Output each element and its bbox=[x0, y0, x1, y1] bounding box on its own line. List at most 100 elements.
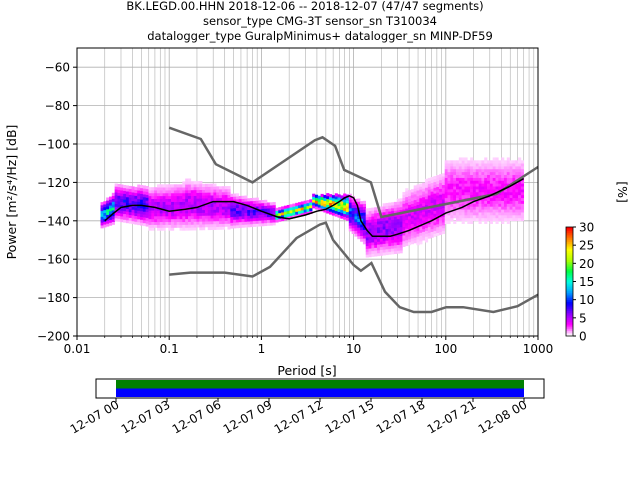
heatmap-cell bbox=[286, 204, 290, 209]
heatmap-cell bbox=[385, 243, 389, 247]
heatmap-cell bbox=[427, 200, 431, 205]
heatmap-cell bbox=[391, 222, 395, 226]
heatmap-cell bbox=[196, 186, 200, 191]
heatmap-cell bbox=[351, 216, 355, 220]
heatmap-cell bbox=[281, 206, 285, 210]
heatmap-cell bbox=[422, 211, 426, 215]
heatmap-cell bbox=[444, 177, 448, 181]
heatmap-cell bbox=[396, 250, 400, 254]
heatmap-cell bbox=[408, 201, 412, 205]
heatmap-cell bbox=[402, 223, 406, 227]
heatmap-cell bbox=[255, 203, 259, 207]
heatmap-cell bbox=[227, 206, 231, 210]
heatmap-cell bbox=[357, 221, 361, 225]
heatmap-cell bbox=[385, 205, 389, 210]
heatmap-cell bbox=[512, 192, 516, 196]
heatmap-cell bbox=[235, 201, 240, 206]
heatmap-cell bbox=[137, 198, 141, 203]
heatmap-cell bbox=[340, 209, 344, 213]
heatmap-cell bbox=[456, 163, 460, 167]
heatmap-cell bbox=[475, 217, 479, 222]
heatmap-cell bbox=[377, 218, 381, 222]
heatmap-cell bbox=[450, 194, 454, 199]
heatmap-cell bbox=[286, 207, 290, 212]
heatmap-cell bbox=[453, 194, 457, 199]
heatmap-cell bbox=[413, 188, 417, 192]
heatmap-cell bbox=[472, 166, 477, 170]
heatmap-cell bbox=[447, 220, 451, 224]
colorbar-tick-label: 25 bbox=[579, 239, 594, 253]
heatmap-cell bbox=[509, 180, 513, 184]
heatmap-cell bbox=[360, 229, 364, 234]
heatmap-cell bbox=[261, 214, 265, 218]
heatmap-cell bbox=[487, 160, 491, 164]
heatmap-cell bbox=[230, 196, 234, 200]
heatmap-cell bbox=[444, 183, 448, 187]
heatmap-cell bbox=[326, 198, 330, 203]
heatmap-cell bbox=[472, 200, 477, 204]
heatmap-cell bbox=[413, 234, 417, 238]
heatmap-cell bbox=[154, 216, 158, 220]
heatmap-cell bbox=[233, 213, 237, 217]
colorbar-label: [%] bbox=[615, 181, 630, 203]
heatmap-cell bbox=[179, 201, 183, 205]
heatmap-cell bbox=[441, 222, 446, 226]
heatmap-cell bbox=[182, 181, 186, 185]
heatmap-cell bbox=[461, 177, 465, 181]
heatmap-cell bbox=[433, 178, 437, 183]
heatmap-cell bbox=[351, 230, 355, 235]
heatmap-cell bbox=[461, 186, 465, 190]
heatmap-cell bbox=[128, 206, 132, 210]
heatmap-cell bbox=[447, 186, 451, 190]
heatmap-cell bbox=[176, 218, 180, 223]
heatmap-cell bbox=[134, 198, 138, 202]
heatmap-cell bbox=[503, 171, 508, 176]
heatmap-cell bbox=[427, 232, 431, 236]
heatmap-cell bbox=[506, 194, 510, 199]
heatmap-cell bbox=[467, 166, 471, 170]
heatmap-cell bbox=[317, 198, 321, 202]
heatmap-cell bbox=[379, 220, 383, 225]
heatmap-cell bbox=[204, 215, 209, 219]
heatmap-cell bbox=[405, 216, 409, 221]
heatmap-cell bbox=[106, 208, 110, 213]
heatmap-cell bbox=[182, 187, 186, 191]
heatmap-cell bbox=[408, 216, 412, 220]
heatmap-cell bbox=[467, 209, 471, 213]
heatmap-cell bbox=[156, 204, 161, 208]
heatmap-cell bbox=[416, 204, 420, 208]
heatmap-cell bbox=[247, 212, 251, 216]
heatmap-cell bbox=[484, 217, 488, 222]
heatmap-cell bbox=[402, 220, 406, 224]
heatmap-cell bbox=[120, 184, 124, 188]
heatmap-cell bbox=[148, 224, 152, 228]
heatmap-cell bbox=[134, 209, 138, 214]
heatmap-cell bbox=[154, 201, 158, 205]
heatmap-cell bbox=[154, 187, 158, 191]
heatmap-cell bbox=[128, 200, 132, 204]
heatmap-cell bbox=[264, 222, 268, 227]
heatmap-cell bbox=[244, 218, 248, 222]
heatmap-cell bbox=[255, 206, 259, 210]
heatmap-cell bbox=[199, 206, 203, 211]
heatmap-cell bbox=[461, 192, 465, 196]
heatmap-cell bbox=[204, 186, 209, 190]
heatmap-cell bbox=[360, 215, 364, 219]
heatmap-cell bbox=[171, 198, 175, 202]
heatmap-cell bbox=[193, 198, 197, 202]
heatmap-cell bbox=[187, 204, 192, 208]
heatmap-cell bbox=[199, 209, 203, 214]
heatmap-cell bbox=[137, 216, 141, 220]
heatmap-cell bbox=[495, 220, 499, 224]
heatmap-cell bbox=[216, 194, 220, 199]
heatmap-cell bbox=[461, 163, 465, 167]
heatmap-cell bbox=[221, 194, 225, 199]
colorbar-tick-label: 10 bbox=[579, 293, 594, 307]
heatmap-cell bbox=[416, 216, 420, 220]
heatmap-cell bbox=[478, 174, 482, 178]
colorbar-step bbox=[566, 314, 573, 317]
heatmap-cell bbox=[456, 192, 460, 196]
heatmap-cell bbox=[230, 216, 234, 220]
heatmap-cell bbox=[354, 227, 358, 231]
heatmap-cell bbox=[179, 213, 183, 217]
